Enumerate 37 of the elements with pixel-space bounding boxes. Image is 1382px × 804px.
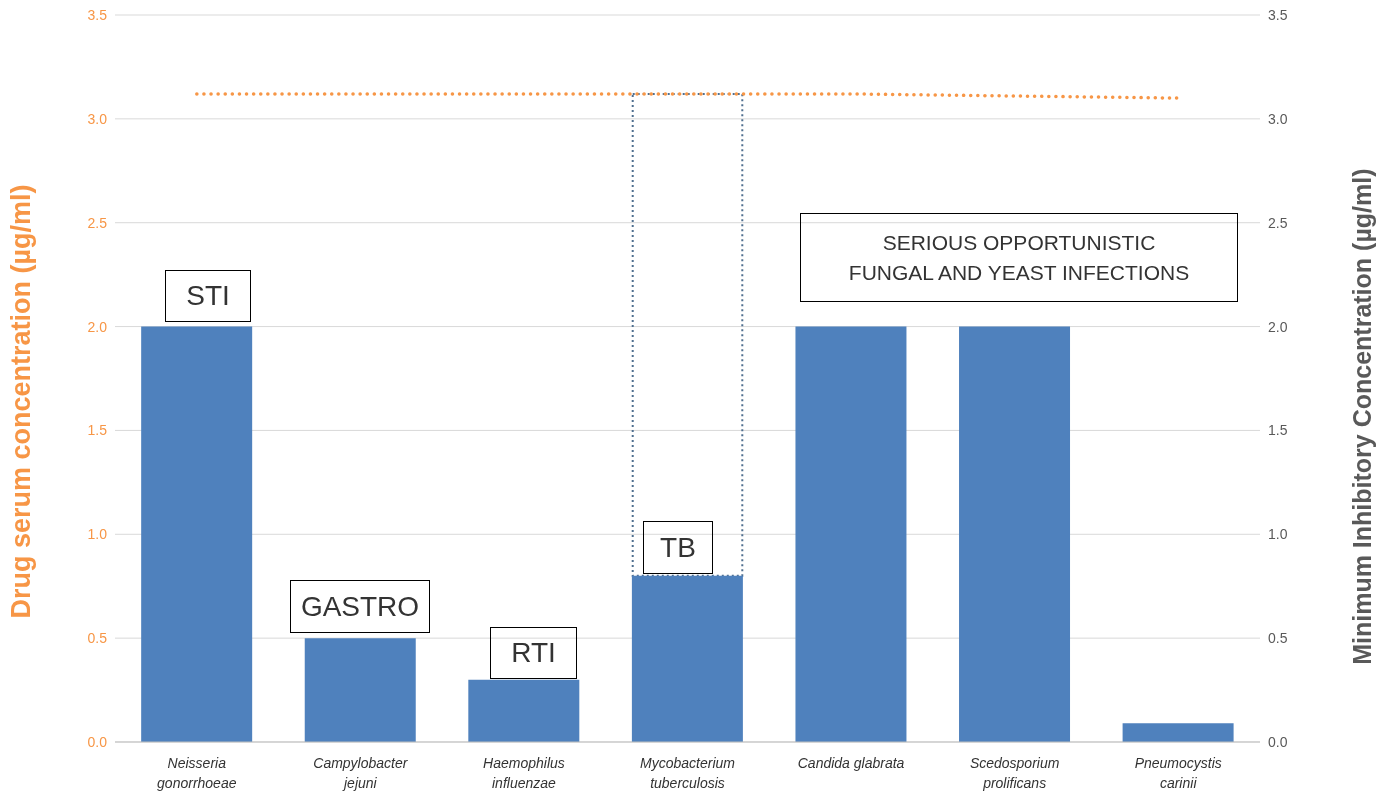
annotation: STI [186, 280, 230, 311]
x-tick-label: Neisseria gonorrhoeae [157, 755, 237, 791]
y-tick-label: 2.0 [87, 318, 108, 335]
bar [468, 679, 580, 742]
bar [795, 326, 907, 742]
y2-axis-title: Minimum Inhibitory Concentration (µg/ml) [1347, 168, 1376, 665]
y2-tick-label: 0.5 [1268, 630, 1288, 647]
y-tick-label: 1.0 [87, 526, 108, 543]
annotation: RTI [511, 637, 556, 668]
y-tick-label: 3.5 [87, 6, 108, 23]
bar [1122, 723, 1234, 742]
y-tick-label: 1.5 [87, 422, 108, 439]
y2-tick-label: 2.0 [1268, 318, 1288, 335]
y2-tick-label: 1.5 [1268, 422, 1288, 439]
y2-tick-label: 2.5 [1268, 214, 1288, 231]
y2-tick-label: 0.0 [1268, 733, 1288, 750]
y-tick-label: 2.5 [87, 214, 108, 231]
bar [631, 575, 743, 742]
y-tick-label: 0.5 [87, 630, 108, 647]
annotation: GASTRO [300, 590, 420, 622]
x-tick-label: Pneumocystis carinii [1134, 755, 1222, 791]
bar [304, 638, 416, 742]
annotation: TB [660, 531, 696, 563]
x-tick-label: Campylobacter jejuni [313, 755, 409, 791]
bar [959, 326, 1071, 742]
bar [141, 326, 253, 742]
y2-tick-label: 1.0 [1268, 526, 1288, 543]
y-tick-label: 3.0 [87, 110, 108, 127]
y-axis-title: Drug serum concentration (µg/ml) [5, 184, 36, 619]
annotation: SERIOUS OPPORTUNISTIC FUNGAL AND YEAST INFECTIONS [847, 229, 1191, 286]
x-tick-label: Candida glabrata [797, 755, 905, 771]
y-tick-label: 0.0 [87, 733, 108, 750]
x-tick-label: Haemophilus influenzae [483, 755, 565, 791]
y2-tick-label: 3.5 [1268, 6, 1288, 23]
y2-tick-label: 3.0 [1268, 110, 1288, 127]
x-tick-label: Scedosporium prolificans [969, 755, 1060, 791]
x-tick-label: Mycobacterium tuberculosis [640, 755, 736, 791]
